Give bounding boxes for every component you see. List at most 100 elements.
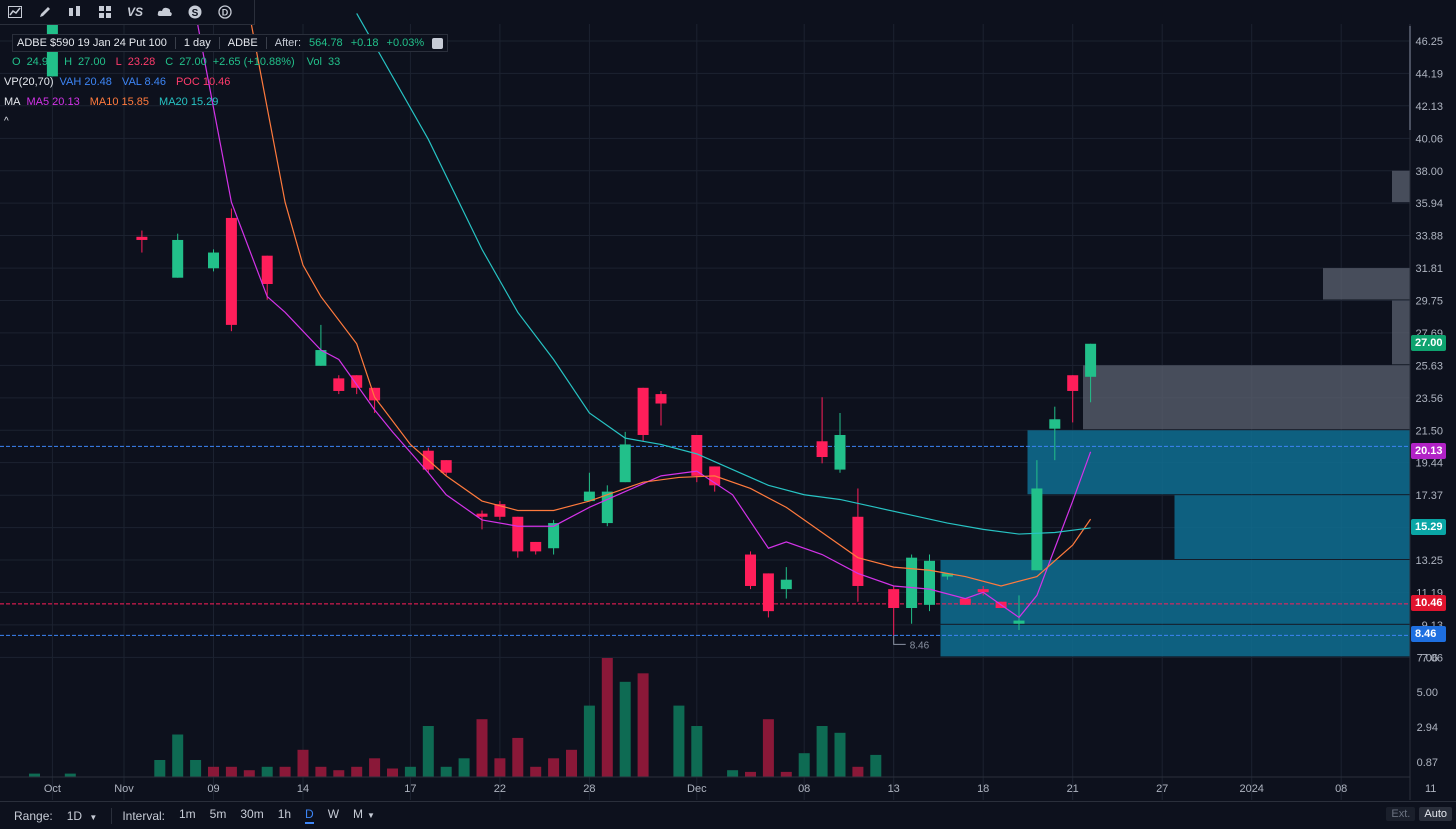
price-label: 20.13 (1411, 442, 1446, 459)
x-tick-label: 13 (888, 783, 900, 795)
volume-tick-label: 2.94 (1417, 722, 1438, 734)
volume-bar (619, 681, 631, 777)
symbol-header[interactable]: ADBE $590 19 Jan 24 Put 100 1 day ADBE A… (12, 34, 449, 52)
candle-body (1013, 620, 1025, 624)
candle-body (1085, 343, 1097, 377)
candlestick-chart[interactable]: 8.46 46.25 44.19 42.13 40.06 38.00 35.94 33.88… (0, 0, 1456, 800)
y-tick-label: 46.25 (1415, 36, 1443, 48)
y-tick-label: 44.19 (1415, 68, 1443, 80)
interval-button-1h[interactable]: 1h (277, 807, 292, 821)
range-select[interactable]: 1D ▼ (67, 809, 98, 823)
candles-icon[interactable] (60, 0, 90, 24)
candle-body (530, 541, 542, 552)
underlying-label: ADBE (227, 37, 258, 49)
interval-button-1m[interactable]: 1m (179, 807, 196, 821)
interval-button-30m[interactable]: 30m (240, 807, 264, 821)
drawing-toolbar: VS S D (0, 0, 255, 25)
low-value: 23.28 (127, 56, 156, 68)
volume-tick-label: 0.87 (1417, 757, 1438, 769)
svg-text:D: D (222, 8, 229, 18)
ma20-value: MA20 15.29 (159, 96, 219, 108)
candle-body (888, 589, 900, 608)
x-axis: 14OctNov0914172228Dec0813182127202408111… (0, 776, 1436, 795)
collapse-legend-icon[interactable]: ^ (4, 116, 9, 127)
auto-toggle[interactable]: Auto (1419, 807, 1452, 821)
x-tick-label: Nov (114, 783, 134, 795)
vp-bar (1392, 170, 1410, 203)
range-value: 1D (66, 808, 83, 823)
open-label: O (12, 56, 21, 68)
interval-button-m[interactable]: M (353, 807, 364, 821)
volume-bar (673, 705, 685, 777)
candle-body (601, 491, 613, 524)
interval-label: 1 day (183, 37, 211, 49)
poc-value: POC 10.46 (175, 76, 231, 88)
volume-bar (870, 754, 882, 777)
volume-bar (333, 770, 345, 777)
y-tick-label: 42.13 (1415, 101, 1443, 113)
pencil-icon[interactable] (30, 0, 60, 24)
price-label: 8.46 (1411, 626, 1446, 643)
volume-bar (225, 766, 237, 777)
vs-icon[interactable]: VS (126, 5, 143, 19)
candle-body (548, 523, 560, 549)
volume-value: 33 (327, 56, 341, 68)
interval-button-d[interactable]: D (305, 807, 314, 824)
svg-text:S: S (192, 8, 199, 19)
cloud-icon[interactable] (150, 0, 180, 24)
x-tick-label: 08 (798, 783, 810, 795)
chart-legend: ADBE $590 19 Jan 24 Put 100 1 day ADBE A… (4, 34, 449, 132)
y-tick-label: 40.06 (1415, 133, 1443, 145)
candle-body (780, 579, 792, 590)
vah-value: VAH 20.48 (59, 76, 112, 88)
volume-bar (190, 760, 202, 777)
caret-down-icon[interactable]: ▼ (367, 811, 375, 820)
open-value: 24.90 (26, 56, 55, 68)
after-pct: +0.03% (386, 37, 425, 49)
volume-bar (369, 758, 381, 777)
change-value: +2.65 (+10.88%) (212, 56, 295, 68)
candle-body (351, 375, 363, 388)
candle-body (208, 252, 219, 269)
interval-button-w[interactable]: W (327, 807, 340, 821)
candle-body (333, 378, 345, 391)
price-label: 15.29 (1411, 518, 1446, 535)
dollar-icon[interactable]: S (180, 0, 210, 24)
ma-label[interactable]: MA (4, 96, 21, 108)
d-icon[interactable]: D (210, 0, 240, 24)
candle-body (816, 441, 828, 458)
candle-body (655, 394, 667, 404)
volume-bar (172, 734, 184, 777)
volume-label: Vol (306, 56, 322, 68)
volume-bar (404, 766, 416, 777)
ext-toggle[interactable]: Ext. (1386, 807, 1416, 821)
y-axis-bg (1410, 24, 1456, 800)
candle-body (476, 513, 488, 517)
volume-bar (530, 766, 542, 777)
x-tick-label: 14 (297, 783, 309, 795)
high-label: H (64, 56, 73, 68)
vp-bar (940, 560, 1410, 624)
y-tick-label: 29.75 (1415, 296, 1443, 308)
volume-bar (494, 758, 506, 777)
grid-icon[interactable] (90, 0, 120, 24)
volume-bar (261, 766, 273, 777)
price-label: 27.00 (1411, 334, 1446, 351)
ma10-value: MA10 15.85 (89, 96, 150, 108)
chart-icon[interactable] (0, 0, 30, 24)
after-label: After: (274, 37, 302, 49)
vp-label[interactable]: VP(20,70) (4, 76, 54, 88)
volume-tick-label: 5.00 (1417, 687, 1438, 699)
x-tick-label: 21 (1067, 783, 1079, 795)
interval-button-5m[interactable]: 5m (209, 807, 227, 821)
legend-menu-icon[interactable] (432, 37, 444, 49)
x-tick-label: 11 (1425, 783, 1436, 795)
candle-body (369, 387, 381, 401)
volume-bar (208, 766, 219, 777)
volume-bar (29, 773, 40, 777)
volume-bar (64, 773, 76, 777)
volume-bar (548, 758, 560, 777)
volume-bar (852, 766, 864, 777)
candle-body (619, 444, 631, 483)
volume-bar (834, 732, 846, 777)
